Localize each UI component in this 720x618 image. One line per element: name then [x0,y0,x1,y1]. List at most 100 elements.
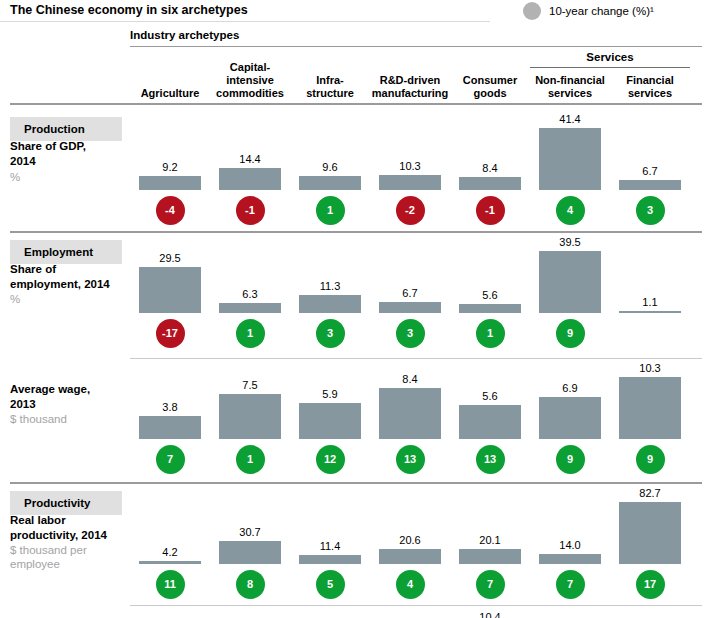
industry-archetypes-underline [130,46,702,47]
column-header-financial-services: Financialservices [606,74,694,100]
metric-unit-line: employee [10,557,132,571]
change-badge: -17 [156,319,185,348]
bar [459,177,521,190]
bar-value: 5.9 [288,388,372,400]
section-divider [10,103,702,105]
bar-value: 8.4 [368,373,452,385]
bar [299,295,361,313]
bar-value: 29.5 [128,252,212,264]
metric-label-line: 2013 [10,397,132,412]
column-header-line: Consumer [446,74,534,87]
column-header-line: R&D-driven [366,74,454,87]
bar-value: 10.3 [368,160,452,172]
section-chip-productivity: Productivity [10,491,122,515]
bar-value: 11.4 [288,540,372,552]
column-header-line: Financial [606,74,694,87]
bar [219,303,281,313]
change-badge: 13 [476,445,505,474]
bar-value: 9.6 [288,161,372,173]
bar-value: 9.2 [128,161,212,173]
row-divider [130,605,702,606]
bar-value: 14.4 [208,153,292,165]
section-divider [10,231,702,233]
bar [379,302,441,313]
bar [539,397,601,439]
bar [619,377,681,439]
bar [539,251,601,313]
bar-value: 3.8 [128,401,212,413]
bar-value: 4.2 [128,546,212,558]
partial-next-row-value: 10.4 [450,611,530,618]
metric-unit: $ thousand peremployee [10,543,132,571]
change-badge: 3 [316,319,345,348]
bar-value: 6.3 [208,288,292,300]
bar [539,128,601,190]
column-header-line: intensive [206,74,294,87]
change-badge: 9 [636,445,665,474]
metric-label-line: productivity, 2014 [10,528,132,543]
column-header-line: manufacturing [366,87,454,100]
change-badge: 1 [316,196,345,225]
metric-label-line: Share of GDP, [10,139,132,154]
metric-label-line: 2014 [10,154,132,169]
bar [139,267,201,313]
bar-value: 1.1 [608,296,692,308]
metric-unit: $ thousand [10,412,132,426]
metric-unit: % [10,292,132,306]
metric-label-line: Share of [10,262,132,277]
exhibit: The Chinese economy in six archetypes 10… [0,0,720,618]
change-badge: -4 [156,196,185,225]
services-underline [530,67,690,68]
change-badge: 13 [396,445,425,474]
bar [379,388,441,439]
column-header-line: Capital- [206,61,294,74]
bar-value: 5.6 [448,390,532,402]
column-header-line: goods [446,87,534,100]
change-badge: 17 [636,570,665,599]
legend-label: 10-year change (%)¹ [549,5,654,17]
change-badge: -2 [396,196,425,225]
column-header-r-d-driven-manufacturing: R&D-drivenmanufacturing [366,74,454,100]
legend-circle-icon [523,2,541,20]
column-header-infrastructure: Infra-structure [286,74,374,100]
bar [299,176,361,190]
column-header-line: Non-financial [526,74,614,87]
change-badge: 4 [556,196,585,225]
metric-label-line: Average wage, [10,382,132,397]
column-header-consumer-goods: Consumergoods [446,74,534,100]
bar [299,403,361,439]
bar [379,549,441,564]
change-badge: 3 [636,196,665,225]
section-chip-production: Production [10,117,122,141]
metric-unit-line: % [10,170,132,184]
metric-unit-line: $ thousand [10,412,132,426]
bar [619,311,681,313]
bar [459,549,521,564]
bar-value: 41.4 [528,113,612,125]
change-badge: 7 [556,570,585,599]
bar-value: 39.5 [528,236,612,248]
section-chip-employment: Employment [10,240,122,264]
change-badge: 3 [396,319,425,348]
change-badge: 12 [316,445,345,474]
title-divider [0,21,490,22]
metric-unit-line: $ thousand per [10,543,132,557]
column-header-line: structure [286,87,374,100]
bar-value: 82.7 [608,487,692,499]
change-badge: 7 [156,445,185,474]
column-header-non-financial-services: Non-financialservices [526,74,614,100]
bar [219,168,281,190]
bar [139,176,201,190]
metric-label: Share of GDP,2014 [10,139,132,169]
row-divider [130,358,702,359]
bar [379,175,441,190]
metric-label-line: employment, 2014 [10,277,132,292]
services-header: Services [530,51,690,63]
bar [459,405,521,439]
bar-value: 6.7 [608,165,692,177]
bar-value: 6.7 [368,287,452,299]
industry-archetypes-header: Industry archetypes [130,29,239,41]
change-badge: 1 [236,445,265,474]
bar [539,554,601,564]
bar [219,541,281,564]
